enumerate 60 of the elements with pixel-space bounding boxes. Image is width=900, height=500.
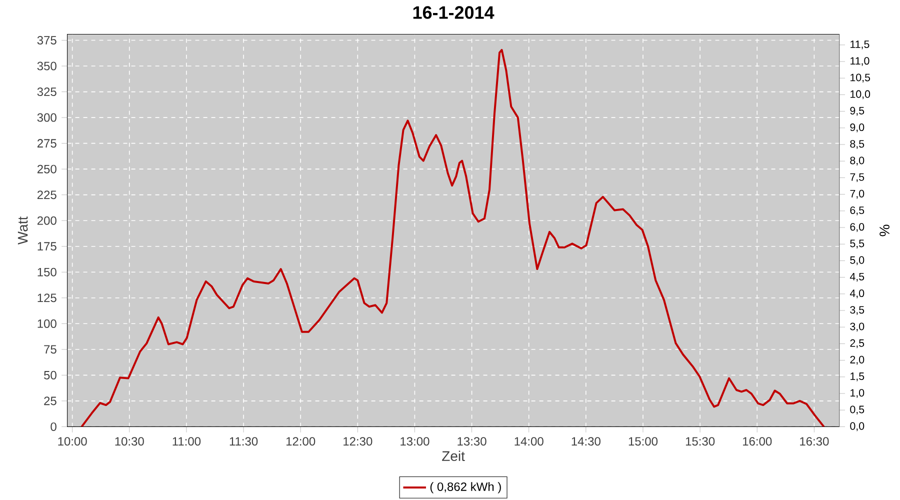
y2-tick-label: 3,0 (850, 322, 864, 332)
y2-tick-label: 1,0 (850, 389, 864, 398)
y-tick-label: 100 (38, 319, 56, 328)
y2-tick-label: 4,5 (850, 272, 864, 282)
y2-tick-label: 1,5 (850, 372, 864, 382)
y2-tick-label: 0,0 (850, 422, 864, 432)
y2-tick-label: 5,0 (850, 256, 864, 266)
x-tick-label: 14:00 (514, 437, 544, 446)
y2-tick-label: 7,5 (850, 173, 864, 182)
y-tick-label: 200 (37, 216, 56, 225)
y2-tick-label: 9,5 (850, 106, 864, 116)
y2-tick-label: 10,0 (850, 90, 870, 100)
x-tick-label: 11:30 (230, 437, 258, 446)
y2-tick-label: 8,5 (850, 140, 864, 149)
x-tick-label: 12:00 (286, 437, 316, 446)
y-tick-label: 375 (37, 36, 56, 45)
y-tick-label: 150 (38, 268, 56, 276)
x-axis-title: Zeit (442, 450, 465, 462)
y-tick-label: 300 (37, 113, 56, 122)
y2-axis-title: % (880, 224, 890, 236)
x-tick-label: 16:30 (800, 437, 829, 446)
y2-tick-label: 9,0 (850, 124, 864, 132)
line-series (80, 48, 825, 427)
y2-tick-label: 3,5 (850, 306, 864, 315)
x-tick-label: 10:00 (58, 437, 87, 446)
y2-tick-label: 4,0 (850, 290, 864, 298)
y2-tick-label: 7,0 (850, 190, 864, 199)
x-tick-label: 11:00 (172, 437, 201, 446)
y-tick-label: 350 (37, 62, 56, 70)
x-tick-label: 16:00 (743, 437, 772, 446)
y2-tick-label: 11,0 (850, 57, 870, 66)
y-tick-label: 125 (38, 294, 56, 302)
y2-tick-label: 8,0 (850, 156, 864, 166)
x-tick-label: 13:00 (400, 437, 430, 446)
y-tick-label: 50 (44, 370, 56, 380)
x-tick-label: 12:30 (344, 437, 372, 446)
y-tick-label: 250 (37, 164, 56, 174)
y2-tick-label: 10,5 (850, 74, 870, 83)
y-tick-label: 0 (50, 422, 56, 431)
y-tick-label: 225 (37, 190, 56, 200)
x-tick-label: 15:30 (686, 437, 715, 446)
y2-tick-label: 2,5 (850, 339, 864, 348)
x-tick-label: 10:30 (115, 437, 144, 446)
y2-tick-label: 5,5 (850, 240, 864, 248)
y2-tick-label: 6,5 (850, 206, 864, 216)
y-tick-label: 275 (37, 139, 56, 148)
y2-tick-label: 0,5 (850, 406, 864, 414)
legend-label: ( 0,862 kWh ) (430, 482, 501, 494)
y-tick-label: 25 (44, 396, 56, 406)
x-tick-label: 15:00 (628, 437, 658, 446)
x-tick-label: 13:30 (458, 437, 486, 446)
y2-tick-label: 11,5 (850, 40, 870, 50)
chart-title: 16-1-2014 (413, 6, 494, 19)
y-tick-label: 325 (37, 88, 56, 96)
x-tick-label: 14:30 (572, 437, 600, 446)
y2-tick-label: 2,0 (850, 356, 864, 365)
y-tick-label: 75 (44, 345, 56, 354)
y-tick-label: 175 (38, 242, 56, 251)
y-axis-title: Watt (18, 216, 28, 245)
y2-tick-label: 6,0 (850, 223, 864, 232)
